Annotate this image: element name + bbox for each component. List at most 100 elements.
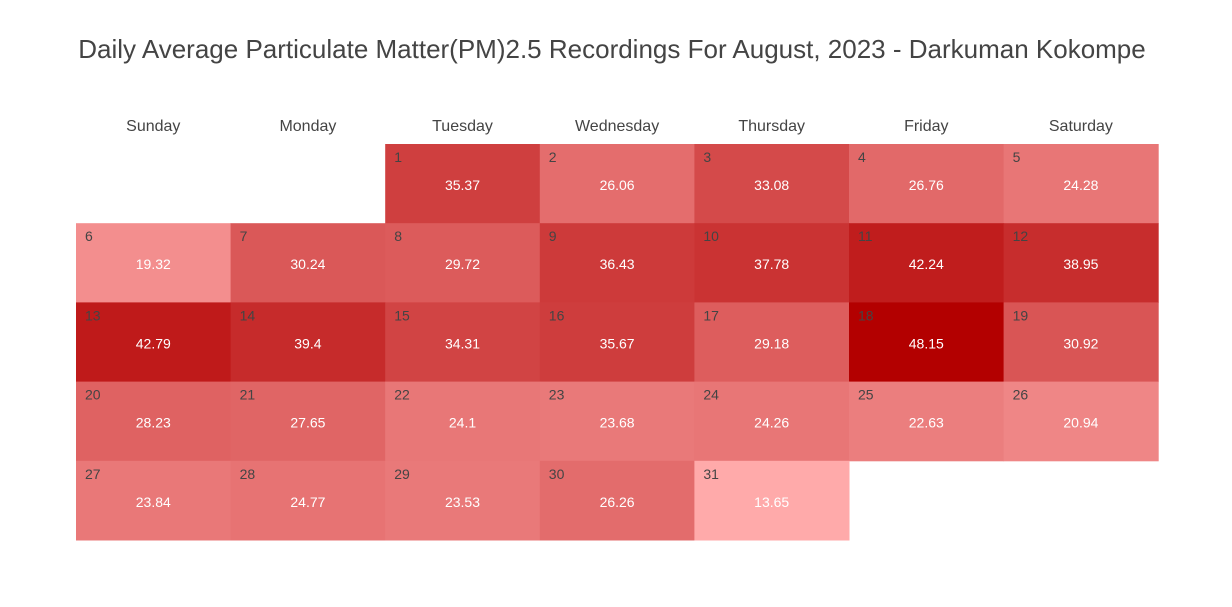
day-cells: 135.37226.06333.08426.76524.28619.32730.… (76, 144, 1159, 541)
day-cell-rect (694, 460, 850, 541)
day-value-label: 30.92 (1063, 335, 1098, 351)
day-value-label: 24.26 (754, 415, 789, 431)
day-cell-rect (230, 381, 386, 462)
day-number: 22 (394, 387, 410, 403)
day-value-label: 35.37 (445, 177, 480, 193)
day-number: 7 (240, 228, 248, 244)
day-cell-rect (694, 302, 850, 383)
day-value-label: 36.43 (600, 256, 635, 272)
day-number: 19 (1013, 307, 1029, 323)
day-value-label: 20.94 (1063, 415, 1098, 431)
day-cell-7: 730.24 (230, 223, 386, 303)
day-cell-rect (76, 460, 232, 541)
day-cell-30: 30 26.26 (539, 460, 695, 541)
day-value-label: 30.24 (290, 256, 325, 272)
day-cell-rect (694, 381, 850, 462)
day-cell-1: 135.37 (385, 144, 541, 224)
day-number: 8 (394, 228, 402, 244)
day-value-label: 26.76 (909, 177, 944, 193)
day-number: 25 (858, 387, 874, 403)
day-value-label: 37.78 (754, 256, 789, 272)
day-cell-rect (849, 302, 1005, 383)
day-number: 10 (703, 228, 719, 244)
day-cell-31: 31 13.65 (694, 460, 850, 541)
day-cell-5: 524.28 (1003, 144, 1159, 224)
day-cell-rect (539, 302, 695, 383)
day-cell-10: 10 37.78 (694, 223, 850, 303)
day-cell-rect (694, 144, 850, 224)
day-number: 17 (703, 307, 719, 323)
day-number: 15 (394, 307, 410, 323)
day-cell-9: 936.43 (539, 223, 695, 303)
day-cell-28: 28 24.77 (230, 460, 386, 541)
day-value-label: 29.72 (445, 256, 480, 272)
day-number: 9 (549, 228, 557, 244)
day-cell-rect (539, 381, 695, 462)
day-value-label: 24.77 (290, 494, 325, 510)
day-cell-15: 15 34.31 (385, 302, 541, 383)
day-cell-3: 333.08 (694, 144, 850, 224)
day-cell-4: 426.76 (849, 144, 1005, 224)
day-cell-16: 16 35.67 (539, 302, 695, 383)
day-cell-13: 13 42.79 (76, 302, 232, 383)
day-cell-12: 12 38.95 (1003, 223, 1159, 303)
day-cell-rect (1003, 381, 1159, 462)
day-value-label: 48.15 (909, 335, 944, 351)
day-cell-rect (385, 144, 541, 224)
day-cell-11: 11 42.24 (849, 223, 1005, 303)
day-value-label: 33.08 (754, 177, 789, 193)
day-number: 3 (703, 149, 711, 165)
day-value-label: 42.24 (909, 256, 944, 272)
day-cell-rect (76, 381, 232, 462)
day-cell-rect (539, 144, 695, 224)
day-cell-rect (230, 302, 386, 383)
day-cell-17: 17 29.18 (694, 302, 850, 383)
day-number: 1 (394, 149, 402, 165)
weekday-label-sunday: Sunday (126, 118, 180, 135)
day-cell-24: 24 24.26 (694, 381, 850, 462)
day-number: 27 (85, 466, 101, 482)
day-cell-27: 27 23.84 (76, 460, 232, 541)
day-cell-6: 619.32 (76, 223, 232, 303)
weekday-label-tuesday: Tuesday (432, 118, 493, 135)
day-number: 4 (858, 149, 866, 165)
day-cell-rect (539, 223, 695, 303)
day-value-label: 23.53 (445, 494, 480, 510)
day-number: 5 (1013, 149, 1021, 165)
day-cell-21: 21 27.65 (230, 381, 386, 462)
day-cell-rect (385, 302, 541, 383)
weekday-label-saturday: Saturday (1049, 118, 1113, 135)
day-value-label: 35.67 (600, 335, 635, 351)
day-cell-19: 19 30.92 (1003, 302, 1159, 383)
day-cell-rect (76, 223, 232, 303)
day-cell-rect (694, 223, 850, 303)
day-cell-8: 829.72 (385, 223, 541, 303)
day-cell-29: 29 23.53 (385, 460, 541, 541)
day-number: 13 (85, 307, 101, 323)
day-cell-rect (1003, 144, 1159, 224)
day-number: 20 (85, 387, 101, 403)
day-cell-23: 23 23.68 (539, 381, 695, 462)
day-value-label: 23.84 (136, 494, 171, 510)
day-cell-25: 25 22.63 (849, 381, 1005, 462)
day-cell-rect (539, 460, 695, 541)
weekday-label-monday: Monday (279, 118, 336, 135)
day-value-label: 24.1 (449, 415, 476, 431)
day-value-label: 24.28 (1063, 177, 1098, 193)
day-number: 30 (549, 466, 565, 482)
day-number: 16 (549, 307, 565, 323)
day-number: 2 (549, 149, 557, 165)
day-cell-2: 226.06 (539, 144, 695, 224)
day-value-label: 23.68 (600, 415, 635, 431)
day-cell-rect (230, 223, 386, 303)
weekday-labels: Sunday Monday Tuesday Wednesday Thursday Frid… (126, 118, 1113, 135)
day-number: 31 (703, 466, 719, 482)
chart-title: Daily Average Particulate Matter(PM)2.5 … (78, 34, 1145, 64)
weekday-label-thursday: Thursday (738, 118, 805, 135)
weekday-label-wednesday: Wednesday (575, 118, 659, 135)
day-value-label: 38.95 (1063, 256, 1098, 272)
day-number: 28 (240, 466, 256, 482)
day-cell-rect (849, 223, 1005, 303)
day-cell-rect (1003, 223, 1159, 303)
